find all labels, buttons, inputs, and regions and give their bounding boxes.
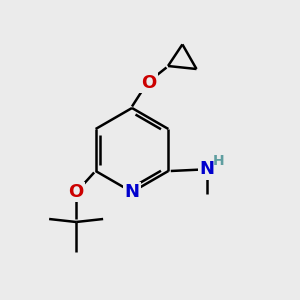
- Text: N: N: [124, 183, 140, 201]
- Text: H: H: [213, 154, 225, 168]
- Text: N: N: [200, 160, 215, 178]
- Text: O: O: [141, 74, 156, 92]
- Text: O: O: [68, 183, 84, 201]
